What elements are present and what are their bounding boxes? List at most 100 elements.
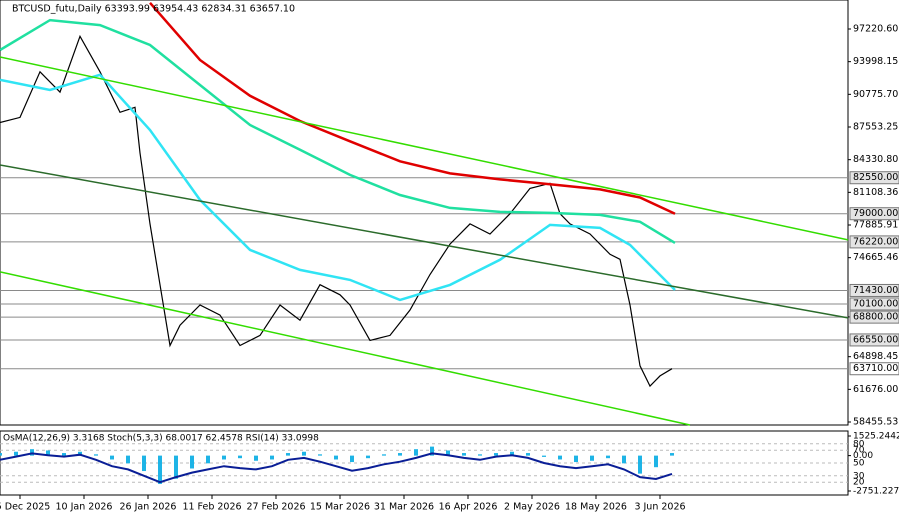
x-tick-label: 15 Mar 2026 bbox=[310, 502, 370, 513]
x-tick-label: 3 Jun 2026 bbox=[634, 502, 685, 513]
y-tick-label: 77885.91 bbox=[853, 220, 898, 231]
histogram-bar bbox=[446, 450, 450, 456]
y-tick-label: -2751.227 bbox=[853, 487, 899, 497]
level-label-box bbox=[849, 171, 899, 185]
histogram-bar bbox=[0, 453, 2, 456]
level-label-box bbox=[849, 362, 899, 376]
series-line bbox=[0, 34, 673, 388]
y-tick-label: 1525.2442 bbox=[853, 432, 899, 442]
level-label: 76220.00 bbox=[853, 236, 898, 247]
histogram-bar bbox=[238, 455, 242, 459]
y2-tick-label: 70 bbox=[853, 446, 865, 456]
histogram-bar bbox=[286, 453, 290, 456]
y-tick-label: 61676.00 bbox=[853, 384, 898, 395]
histogram-bar bbox=[206, 455, 210, 464]
histogram-bar bbox=[558, 455, 562, 460]
level-label-box bbox=[849, 283, 899, 297]
histogram-bar bbox=[318, 454, 322, 456]
x-tick-label: 27 Feb 2026 bbox=[246, 502, 305, 513]
level-label: 70100.00 bbox=[853, 298, 898, 309]
y-tick-label: 58455.53 bbox=[853, 417, 898, 428]
level-label-box bbox=[849, 235, 899, 249]
level-label: 82550.00 bbox=[853, 172, 898, 183]
chart-title: BTCUSD_futu,Daily 63393.99 63954.43 6283… bbox=[12, 4, 295, 15]
histogram-bar bbox=[654, 455, 658, 468]
y-tick-label: 90775.70 bbox=[853, 89, 898, 100]
histogram-bar bbox=[126, 455, 130, 464]
y-tick-label: 0.00 bbox=[853, 451, 873, 461]
series-line bbox=[0, 164, 849, 319]
x-tick-label: 18 May 2026 bbox=[565, 502, 627, 513]
series-line bbox=[0, 18, 676, 244]
indicator-plot-frame bbox=[0, 430, 849, 496]
histogram-bar bbox=[430, 446, 434, 456]
histogram-bar bbox=[366, 455, 370, 459]
series-line bbox=[0, 73, 676, 302]
level-label: 68800.00 bbox=[853, 312, 898, 323]
series-line bbox=[0, 56, 849, 241]
level-label-box bbox=[849, 333, 899, 347]
histogram-bar bbox=[494, 453, 498, 456]
x-tick-label: 26 Jan 2026 bbox=[120, 502, 177, 513]
x-tick-label: 2 May 2026 bbox=[504, 502, 560, 513]
x-tick-label: 10 Jan 2026 bbox=[56, 502, 113, 513]
histogram-bar bbox=[110, 455, 114, 460]
histogram-bar bbox=[94, 454, 98, 456]
y-tick-label: 93998.15 bbox=[853, 56, 898, 67]
histogram-bar bbox=[622, 455, 626, 464]
histogram-bar bbox=[670, 453, 674, 456]
histogram-bar bbox=[606, 455, 610, 459]
y2-tick-label: 50 bbox=[853, 459, 865, 469]
histogram-bar bbox=[590, 455, 594, 461]
level-label: 71430.00 bbox=[853, 285, 898, 296]
histogram-bar bbox=[302, 451, 306, 456]
histogram-bar bbox=[190, 455, 194, 469]
histogram-bar bbox=[14, 451, 18, 456]
histogram-bar bbox=[542, 455, 546, 457]
x-tick-label: 25 Dec 2025 bbox=[0, 502, 50, 513]
level-label: 66550.00 bbox=[853, 334, 898, 345]
y-tick-label: 87553.25 bbox=[853, 122, 898, 133]
y-tick-label: 74665.46 bbox=[853, 252, 898, 263]
histogram-bar bbox=[526, 453, 530, 456]
histogram-bar bbox=[350, 455, 354, 463]
histogram-bar bbox=[78, 451, 82, 456]
histogram-bar bbox=[382, 454, 386, 456]
level-label-box bbox=[849, 310, 899, 324]
y-tick-label: 81108.36 bbox=[853, 187, 898, 198]
level-label: 63710.00 bbox=[853, 363, 898, 374]
histogram-bar bbox=[398, 453, 402, 456]
histogram-bar bbox=[574, 455, 578, 463]
y-tick-label: 84330.80 bbox=[853, 154, 898, 165]
y2-tick-label: 20 bbox=[853, 478, 865, 488]
histogram-bar bbox=[254, 455, 258, 461]
histogram-bar bbox=[46, 450, 50, 456]
histogram-bar bbox=[222, 455, 226, 460]
histogram-bar bbox=[510, 451, 514, 456]
histogram-bar bbox=[142, 455, 146, 472]
histogram-bar bbox=[462, 453, 466, 456]
histogram-bar bbox=[62, 453, 66, 456]
histogram-bar bbox=[334, 455, 338, 460]
y2-tick-label: 30 bbox=[853, 471, 865, 481]
histogram-bar bbox=[158, 455, 162, 484]
level-label: 79000.00 bbox=[853, 208, 898, 219]
level-label-box bbox=[849, 207, 899, 221]
histogram-bar bbox=[478, 454, 482, 456]
y2-tick-label: 80 bbox=[853, 439, 865, 449]
histogram-bar bbox=[414, 449, 418, 456]
series-line bbox=[149, 1, 676, 215]
histogram-bar bbox=[174, 455, 178, 479]
level-label-box bbox=[849, 297, 899, 311]
main-plot-frame bbox=[0, 0, 849, 426]
y-tick-label: 64898.45 bbox=[853, 351, 898, 362]
indicator-line bbox=[0, 452, 673, 484]
series-line bbox=[0, 271, 691, 426]
x-tick-label: 11 Feb 2026 bbox=[182, 502, 241, 513]
histogram-bar bbox=[270, 455, 274, 460]
y-tick-label: 97220.60 bbox=[853, 23, 898, 34]
histogram-bar bbox=[638, 455, 642, 474]
x-tick-label: 16 Apr 2026 bbox=[439, 502, 498, 513]
x-tick-label: 31 Mar 2026 bbox=[374, 502, 434, 513]
